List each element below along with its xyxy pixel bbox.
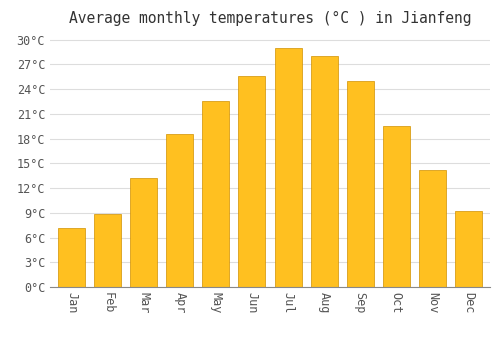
Bar <box>382 126 410 287</box>
Bar <box>346 81 374 287</box>
Title: Average monthly temperatures (°C ) in Jianfeng: Average monthly temperatures (°C ) in Ji… <box>69 11 471 26</box>
Bar <box>130 178 158 287</box>
Bar <box>94 214 121 287</box>
Bar <box>58 228 85 287</box>
Bar <box>166 134 194 287</box>
Bar <box>310 56 338 287</box>
Bar <box>455 211 482 287</box>
Bar <box>419 170 446 287</box>
Bar <box>202 101 230 287</box>
Bar <box>238 76 266 287</box>
Bar <box>274 48 301 287</box>
